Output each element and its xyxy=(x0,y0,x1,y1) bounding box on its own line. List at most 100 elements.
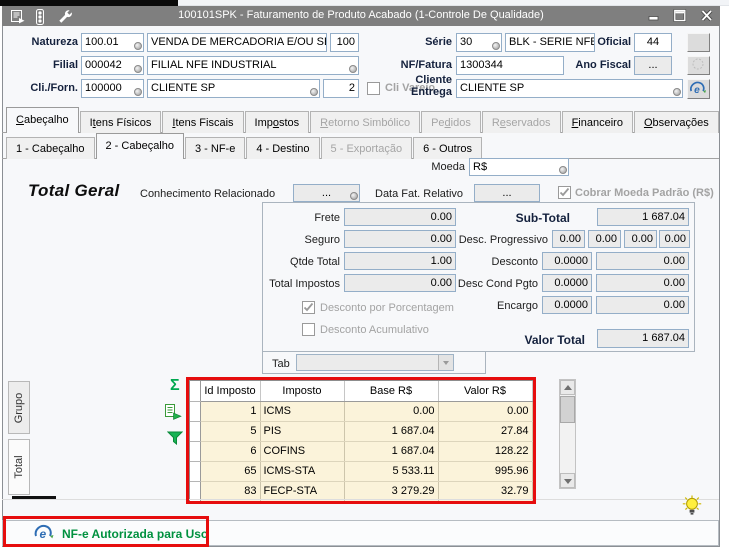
traffic-light-icon[interactable] xyxy=(34,9,52,25)
cell-base[interactable]: 0.00 xyxy=(344,401,439,422)
moeda-field[interactable]: R$ xyxy=(469,158,569,176)
natureza-desc-field[interactable]: VENDA DE MERCADORIA E/OU SERVI xyxy=(147,33,327,52)
subtab-2-cabecalho[interactable]: 2 - Cabeçalho xyxy=(95,133,184,159)
total-impostos-field: 0.00 xyxy=(344,274,456,292)
oficial-button[interactable] xyxy=(687,33,710,52)
tab-itens-fisicos[interactable]: Itens Físicos xyxy=(79,111,162,133)
cell-valor[interactable]: 0.00 xyxy=(438,401,533,422)
cli-forn-code-field[interactable]: 100000 xyxy=(81,79,144,98)
cell-imposto[interactable]: FECP-STA xyxy=(260,481,345,502)
cli-varejo-checkbox xyxy=(367,82,380,95)
col-id-imposto[interactable]: Id Imposto xyxy=(200,381,261,402)
splitter-handle[interactable] xyxy=(12,496,56,500)
natureza-code-field[interactable]: 100.01 xyxy=(81,33,144,52)
grid-row[interactable]: 5 PIS 1 687.04 27.84 xyxy=(190,421,533,442)
cell-base[interactable]: 5 533.11 xyxy=(344,461,439,482)
cell-imposto[interactable]: ICMS xyxy=(260,401,345,422)
cell-imposto[interactable]: COFINS xyxy=(260,441,345,462)
tab-groupbox xyxy=(262,351,486,374)
wrench-icon[interactable] xyxy=(58,9,76,24)
cliente-entrega-label-1: Cliente xyxy=(415,74,452,86)
cell-valor[interactable]: 995.96 xyxy=(438,461,533,482)
ano-fiscal-label: Ano Fiscal xyxy=(575,59,631,71)
qtde-total-label: Qtde Total xyxy=(290,256,340,268)
tab-combobox xyxy=(296,354,454,371)
titlebar: 100101SPK - Faturamento de Produto Acaba… xyxy=(2,6,720,26)
cell-base[interactable]: 3 279.29 xyxy=(344,481,439,502)
close-button[interactable] xyxy=(700,9,716,23)
desc-progressivo-field-2: 0.00 xyxy=(588,230,621,248)
cli-forn-desc-field[interactable]: CLIENTE SP xyxy=(147,79,320,98)
cell-valor[interactable]: 27.84 xyxy=(438,421,533,442)
sum-sigma-icon[interactable]: Σ xyxy=(170,377,180,394)
tab-retorno-simbolico: Retorno Simbólico xyxy=(310,111,421,133)
oficial-field[interactable]: 44 xyxy=(634,33,672,52)
tab-itens-fiscais[interactable]: Itens Fiscais xyxy=(162,111,244,133)
filter-funnel-icon[interactable] xyxy=(166,431,184,448)
desc-progressivo-field-4: 0.00 xyxy=(659,230,690,248)
cobrar-moeda-checkbox xyxy=(558,186,571,199)
tab-cabecalho[interactable]: Cabeçalho xyxy=(6,107,79,133)
nf-fatura-field[interactable]: 1300344 xyxy=(456,56,564,75)
grid-row[interactable]: 83 FECP-STA 3 279.29 32.79 xyxy=(190,481,533,502)
subtab-6-outros[interactable]: 6 - Outros xyxy=(413,137,482,159)
cell-id[interactable]: 83 xyxy=(200,481,261,502)
desc-cond-pgto-label: Desc Cond Pgto xyxy=(457,278,538,290)
grid-row[interactable]: 6 COFINS 1 687.04 128.22 xyxy=(190,441,533,462)
data-fat-relativo-field: ... xyxy=(474,184,540,202)
cli-forn-loja-field[interactable]: 2 xyxy=(323,79,359,98)
tab-financeiro[interactable]: Financeiro xyxy=(561,111,633,133)
svg-text:e: e xyxy=(40,527,47,541)
form-icon[interactable] xyxy=(10,9,28,24)
frete-label: Frete xyxy=(314,212,340,224)
cell-valor[interactable]: 32.79 xyxy=(438,481,533,502)
natureza-extra-field[interactable]: 100 xyxy=(330,33,359,52)
scrollbar-thumb[interactable] xyxy=(560,396,575,423)
col-imposto[interactable]: Imposto xyxy=(260,381,345,402)
conhecimento-field: ... xyxy=(293,184,360,202)
subtab-4-destino[interactable]: 4 - Destino xyxy=(246,137,320,159)
serie-desc-field[interactable]: BLK - SERIE NFE xyxy=(505,33,595,52)
encargo-value-field: 0.00 xyxy=(596,296,689,314)
side-tab-grupo[interactable]: Grupo xyxy=(8,381,30,434)
filial-desc-field[interactable]: FILIAL NFE INDUSTRIAL xyxy=(147,56,359,75)
cell-imposto[interactable]: ICMS-STA xyxy=(260,461,345,482)
data-fat-relativo-label: Data Fat. Relativo xyxy=(375,188,464,200)
col-base[interactable]: Base R$ xyxy=(344,381,439,402)
seguro-label: Seguro xyxy=(304,234,340,246)
col-valor[interactable]: Valor R$ xyxy=(438,381,533,402)
scroll-down-button[interactable] xyxy=(560,473,575,488)
tab-impostos[interactable]: Impostos xyxy=(244,111,310,133)
frete-field: 0.00 xyxy=(344,208,456,226)
grid-row[interactable]: 1 ICMS 0.00 0.00 xyxy=(190,401,533,422)
cell-id[interactable]: 65 xyxy=(200,461,261,482)
cell-base[interactable]: 1 687.04 xyxy=(344,421,439,442)
export-report-icon[interactable] xyxy=(164,403,182,423)
maximize-button[interactable] xyxy=(673,9,689,23)
side-tab-total[interactable]: Total xyxy=(8,439,30,495)
cliente-entrega-field[interactable]: CLIENTE SP xyxy=(456,79,683,98)
desconto-value-field: 0.00 xyxy=(596,252,689,270)
subtab-3-nfe[interactable]: 3 - NF-e xyxy=(185,137,246,159)
cell-valor[interactable]: 128.22 xyxy=(438,441,533,462)
minimize-button[interactable] xyxy=(647,9,663,23)
grid-row[interactable]: 65 ICMS-STA 5 533.11 995.96 xyxy=(190,461,533,482)
desconto-porcentagem-checkbox xyxy=(302,301,315,314)
subtab-1-cabecalho[interactable]: 1 - Cabeçalho xyxy=(6,137,95,159)
ano-fiscal-button[interactable] xyxy=(687,56,710,75)
nfe-logo-button[interactable]: e xyxy=(687,79,710,99)
serie-code-field[interactable]: 30 xyxy=(456,33,502,52)
desc-cond-pgto-value-field: 0.00 xyxy=(596,274,689,292)
cell-id[interactable]: 6 xyxy=(200,441,261,462)
impostos-grid: Id Imposto Imposto Base R$ Valor R$ 1 ICM… xyxy=(189,380,533,502)
cell-base[interactable]: 1 687.04 xyxy=(344,441,439,462)
scroll-up-button[interactable] xyxy=(560,380,575,395)
cell-id[interactable]: 5 xyxy=(200,421,261,442)
desktop-black-strip xyxy=(0,0,178,6)
filial-code-field[interactable]: 000042 xyxy=(81,56,144,75)
cell-imposto[interactable]: PIS xyxy=(260,421,345,442)
lightbulb-icon[interactable] xyxy=(682,495,702,520)
desconto-acumulativo-label: Desconto Acumulativo xyxy=(320,324,429,336)
cell-id[interactable]: 1 xyxy=(200,401,261,422)
tab-observacoes[interactable]: Observações xyxy=(633,111,719,133)
